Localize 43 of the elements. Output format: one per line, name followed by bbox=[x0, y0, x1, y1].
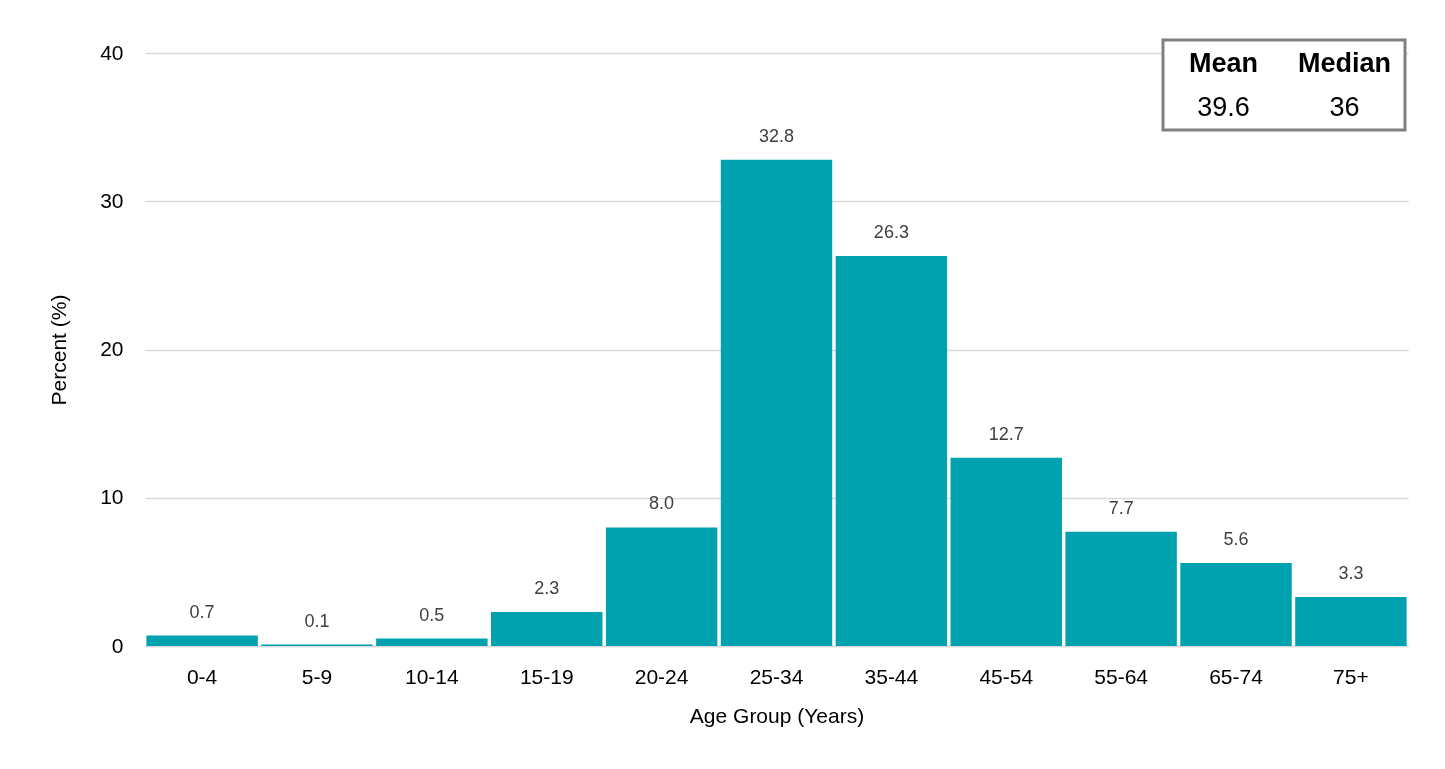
bar bbox=[146, 635, 258, 646]
data-label: 7.7 bbox=[1108, 497, 1134, 518]
data-label: 0.1 bbox=[304, 610, 330, 631]
y-axis-title: Percent (%) bbox=[47, 294, 71, 406]
x-tick-label: 25-34 bbox=[749, 664, 804, 688]
y-tick-label: 20 bbox=[100, 337, 124, 360]
x-tick-label: 45-54 bbox=[979, 664, 1034, 688]
data-label: 0.5 bbox=[419, 604, 445, 625]
x-tick-label: 15-19 bbox=[519, 664, 574, 688]
data-label: 12.7 bbox=[988, 423, 1024, 444]
annotation: Median bbox=[1297, 48, 1392, 78]
data-label: 0.7 bbox=[189, 601, 215, 622]
annotation: Mean bbox=[1188, 48, 1259, 78]
x-tick-label: 5-9 bbox=[301, 664, 333, 688]
y-tick-label: 0 bbox=[111, 633, 124, 657]
data-label: 26.3 bbox=[873, 222, 909, 243]
bar bbox=[835, 256, 948, 646]
x-tick-label: 0-4 bbox=[186, 664, 218, 688]
x-tick-label: 75+ bbox=[1333, 664, 1369, 688]
y-tick-label: 40 bbox=[100, 40, 124, 64]
data-label: 32.8 bbox=[758, 125, 795, 146]
bar bbox=[720, 159, 833, 646]
x-tick-label: 65-74 bbox=[1209, 664, 1264, 688]
bar bbox=[1180, 562, 1292, 646]
x-tick-label: 35-44 bbox=[864, 664, 919, 688]
bar bbox=[376, 638, 488, 646]
y-tick-label: 30 bbox=[100, 188, 124, 212]
x-axis-title: Age Group (Years) bbox=[689, 703, 865, 727]
x-tick-label: 10-14 bbox=[405, 664, 460, 688]
data-label: 8.0 bbox=[649, 493, 675, 514]
data-label: 2.3 bbox=[534, 577, 560, 598]
annotation: 39.6 bbox=[1197, 92, 1250, 122]
bar bbox=[950, 457, 1062, 646]
bar bbox=[1295, 597, 1407, 646]
bar bbox=[491, 611, 603, 646]
data-label: 3.3 bbox=[1338, 563, 1364, 584]
x-tick-label: 55-64 bbox=[1094, 664, 1149, 688]
x-tick-label: 20-24 bbox=[634, 664, 689, 688]
annotation: 36 bbox=[1329, 92, 1360, 122]
data-label: 5.6 bbox=[1223, 528, 1249, 549]
y-tick-label: 10 bbox=[100, 485, 124, 509]
bar bbox=[1065, 531, 1177, 646]
bar bbox=[605, 527, 718, 646]
